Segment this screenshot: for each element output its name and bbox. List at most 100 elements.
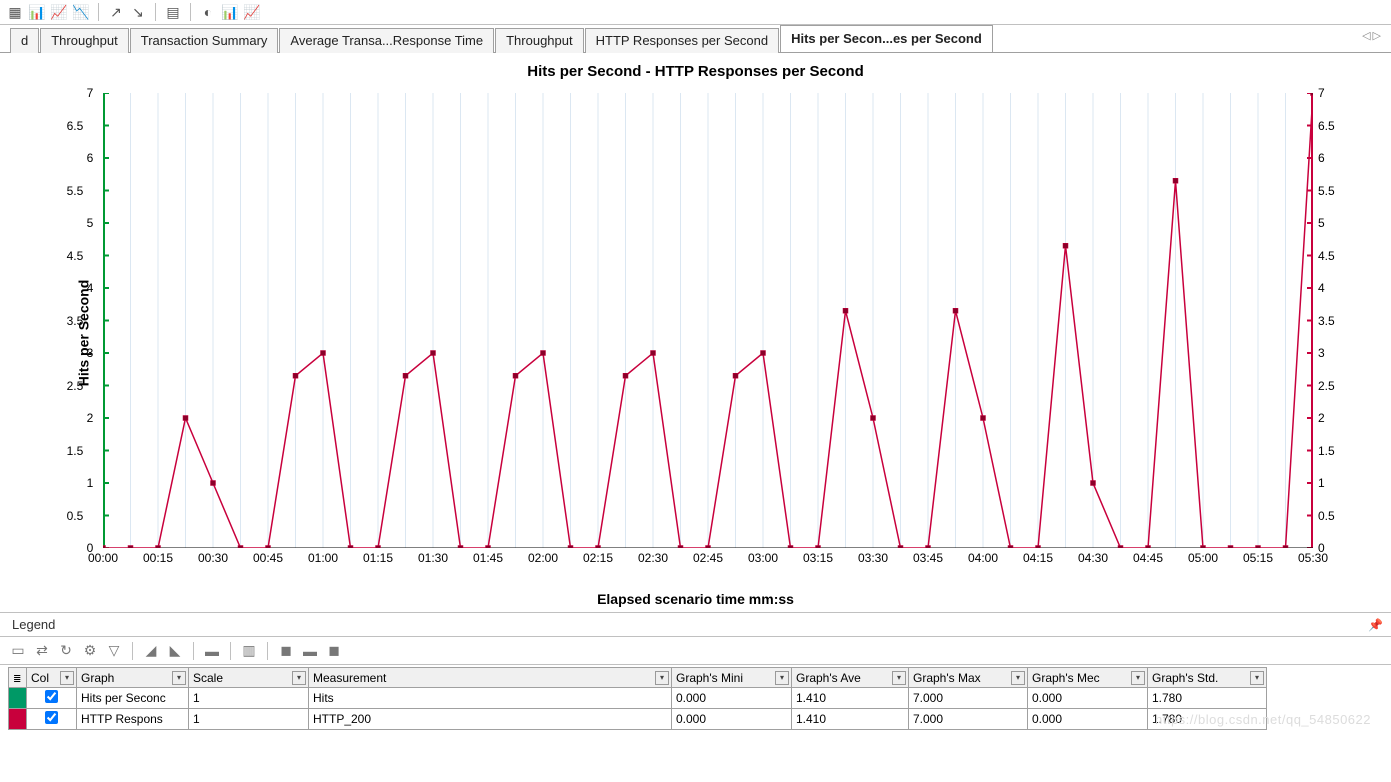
legend-col-header[interactable]: Graph's Mec▾	[1028, 668, 1148, 688]
x-tick: 05:15	[1243, 551, 1273, 565]
legend-cell: 0.000	[672, 688, 792, 709]
legend-col-header[interactable]: Graph's Std.▾	[1148, 668, 1267, 688]
x-tick: 02:15	[583, 551, 613, 565]
legend-cell: Hits	[309, 688, 672, 709]
toolbar-icon[interactable]: ▤	[164, 3, 182, 21]
legend-table: ≣Col▾Graph▾Scale▾Measurement▾Graph's Min…	[8, 667, 1267, 730]
legend-tool-icon[interactable]: ↻	[56, 641, 76, 661]
toolbar-icon[interactable]: 📉	[72, 3, 90, 21]
y-tick-left: 0.5	[67, 509, 84, 523]
tab[interactable]: Transaction Summary	[130, 28, 279, 53]
tab-nav-left-icon[interactable]: ◁	[1362, 29, 1370, 42]
tab[interactable]: Throughput	[495, 28, 584, 53]
chart-title: Hits per Second - HTTP Responses per Sec…	[0, 63, 1391, 80]
y-tick-right: 4.5	[1318, 249, 1335, 263]
dropdown-icon[interactable]: ▾	[1131, 671, 1145, 685]
legend-cell: 1.410	[792, 688, 909, 709]
legend-tool-icon[interactable]: ▬	[202, 641, 222, 661]
y-tick-right: 1	[1318, 476, 1325, 490]
legend-tool-icon[interactable]: ⇄	[32, 641, 52, 661]
legend-col-header[interactable]: Graph's Mini▾	[672, 668, 792, 688]
x-tick: 02:00	[528, 551, 558, 565]
y-tick-right: 2	[1318, 411, 1325, 425]
dropdown-icon[interactable]: ▾	[1250, 671, 1264, 685]
toolbar-icon[interactable]: ▦	[6, 3, 24, 21]
legend-col-header[interactable]: Col▾	[27, 668, 77, 688]
toolbar-icon[interactable]: ◐	[199, 3, 217, 21]
series-color-swatch	[9, 709, 26, 729]
legend-cell: 1	[189, 709, 309, 730]
legend-col-header[interactable]: Measurement▾	[309, 668, 672, 688]
legend-tool-icon[interactable]: ◢	[141, 641, 161, 661]
dropdown-icon[interactable]: ▾	[655, 671, 669, 685]
tab-nav-right-icon[interactable]: ▷	[1373, 29, 1381, 42]
legend-tool-icon[interactable]: ▭	[8, 641, 28, 661]
legend-col-header[interactable]: Graph▾	[77, 668, 189, 688]
legend-col-header[interactable]: Scale▾	[189, 668, 309, 688]
legend-tool-icon[interactable]: ◼	[276, 641, 296, 661]
y-tick-left: 3	[87, 346, 94, 360]
chart-area: Hits per Second - HTTP Responses per Sec…	[0, 53, 1391, 613]
legend-tool-icon[interactable]: ◣	[165, 641, 185, 661]
x-tick: 01:15	[363, 551, 393, 565]
x-tick: 04:15	[1023, 551, 1053, 565]
legend-col-header[interactable]: Graph's Max▾	[909, 668, 1028, 688]
legend-tool-icon[interactable]: ▽	[104, 641, 124, 661]
x-tick: 05:30	[1298, 551, 1328, 565]
toolbar-icon[interactable]: ↗	[107, 3, 125, 21]
y-tick-right: 2.5	[1318, 379, 1335, 393]
y-tick-right: 5.5	[1318, 184, 1335, 198]
dropdown-icon[interactable]: ▾	[892, 671, 906, 685]
y-tick-right: 5	[1318, 216, 1325, 230]
dropdown-icon[interactable]: ▾	[292, 671, 306, 685]
x-tick: 03:45	[913, 551, 943, 565]
dropdown-icon[interactable]: ▾	[60, 671, 74, 685]
pin-icon[interactable]: 📌	[1368, 618, 1383, 632]
tab[interactable]: Average Transa...Response Time	[279, 28, 494, 53]
y-tick-left: 5.5	[67, 184, 84, 198]
legend-col-header[interactable]: ≣	[9, 668, 27, 688]
legend-cell: 7.000	[909, 709, 1028, 730]
toolbar-icon[interactable]: 📈	[50, 3, 68, 21]
series-visible-checkbox[interactable]	[45, 711, 58, 724]
dropdown-icon[interactable]: ▾	[172, 671, 186, 685]
series-visible-checkbox[interactable]	[45, 690, 58, 703]
toolbar-icon[interactable]: 📊	[221, 3, 239, 21]
legend-header: Legend 📌	[0, 613, 1391, 637]
y-tick-right: 3	[1318, 346, 1325, 360]
y-tick-right: 6	[1318, 151, 1325, 165]
x-tick: 00:30	[198, 551, 228, 565]
tab[interactable]: Throughput	[40, 28, 129, 53]
y-tick-right: 1.5	[1318, 444, 1335, 458]
legend-tool-icon[interactable]: ⚙	[80, 641, 100, 661]
legend-toolbar: ▭ ⇄ ↻ ⚙ ▽ ◢ ◣ ▬ ▥ ◼ ▬ ◼	[0, 637, 1391, 665]
y-tick-right: 3.5	[1318, 314, 1335, 328]
y-tick-left: 4.5	[67, 249, 84, 263]
tab[interactable]: Hits per Secon...es per Second	[780, 25, 993, 52]
tab[interactable]: d	[10, 28, 39, 53]
series-color-swatch	[9, 688, 26, 708]
dropdown-icon[interactable]: ▾	[1011, 671, 1025, 685]
legend-tool-icon[interactable]: ▬	[300, 641, 320, 661]
legend-tool-icon[interactable]: ▥	[239, 641, 259, 661]
x-tick: 02:30	[638, 551, 668, 565]
legend-tool-icon[interactable]: ◼	[324, 641, 344, 661]
y-tick-left: 2.5	[67, 379, 84, 393]
x-tick: 01:00	[308, 551, 338, 565]
x-tick: 00:15	[143, 551, 173, 565]
tab[interactable]: HTTP Responses per Second	[585, 28, 779, 53]
dropdown-icon[interactable]: ▾	[775, 671, 789, 685]
toolbar-icon[interactable]: 📊	[28, 3, 46, 21]
y-tick-left: 6.5	[67, 119, 84, 133]
top-toolbar: ▦ 📊 📈 📉 ↗ ↘ ▤ ◐ 📊 📈	[0, 0, 1391, 25]
y-tick-left: 1	[87, 476, 94, 490]
legend-col-header[interactable]: Graph's Ave▾	[792, 668, 909, 688]
watermark: https://blog.csdn.net/qq_54850622	[1155, 712, 1371, 727]
x-tick: 04:30	[1078, 551, 1108, 565]
legend-cell: 0.000	[672, 709, 792, 730]
toolbar-icon[interactable]: ↘	[129, 3, 147, 21]
y-tick-right: 0.5	[1318, 509, 1335, 523]
x-tick: 03:00	[748, 551, 778, 565]
toolbar-icon[interactable]: 📈	[243, 3, 261, 21]
legend-row: Hits per Seconc1Hits0.0001.4107.0000.000…	[9, 688, 1267, 709]
